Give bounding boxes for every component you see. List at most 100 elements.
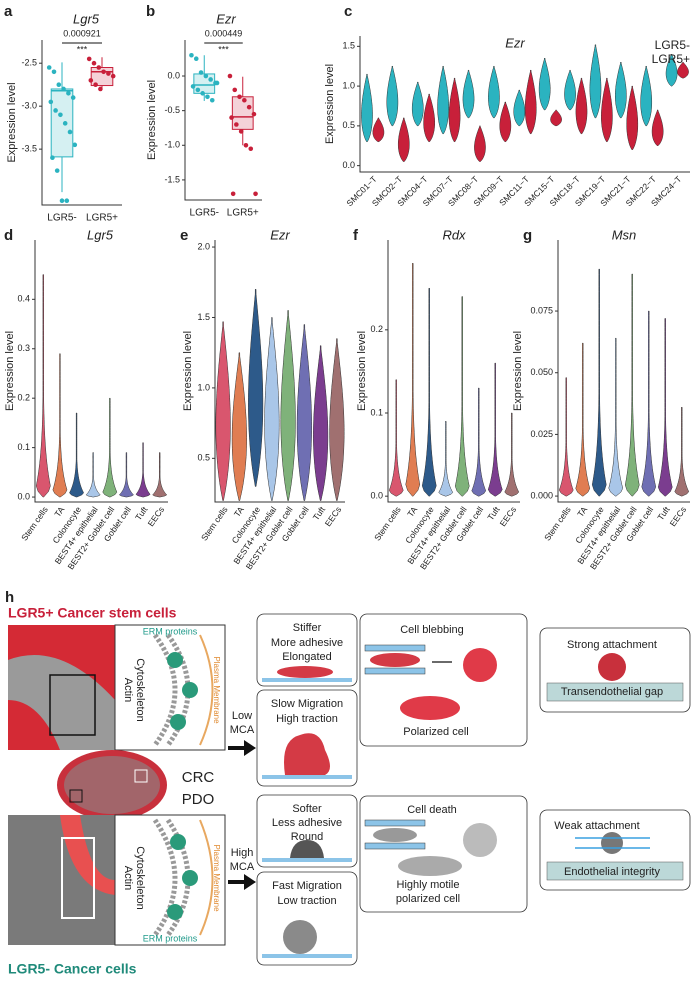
bottom-title: LGR5- Cancer cells — [8, 961, 137, 977]
zoom-box — [49, 674, 96, 736]
point — [64, 198, 70, 204]
point — [234, 122, 239, 127]
box-text: Highly motile — [397, 879, 460, 891]
point — [203, 73, 209, 79]
point — [243, 142, 249, 148]
y-tick-label: 0.4 — [17, 294, 30, 304]
point — [200, 91, 205, 96]
y-tick-label: 0.5 — [197, 453, 210, 463]
y-tick-label: 0.5 — [342, 120, 355, 130]
point — [54, 168, 60, 173]
membrane-label: Plasma Membrane — [212, 844, 221, 912]
violin — [69, 412, 84, 498]
point — [242, 97, 247, 103]
box-text: Stiffer — [293, 622, 322, 634]
x-tick-label: Stem cells — [372, 505, 403, 543]
axis — [214, 240, 345, 503]
violin — [405, 263, 421, 497]
organoid — [64, 756, 160, 814]
violin — [454, 296, 470, 497]
channel — [364, 842, 426, 850]
x-tick-label: LGR5- — [190, 208, 219, 219]
x-tick-label: LGR5+ — [86, 213, 118, 224]
point — [51, 69, 57, 75]
y-tick-label: 0.000 — [530, 490, 553, 500]
point — [98, 86, 103, 92]
y-tick-label: 0.1 — [370, 407, 383, 417]
point — [232, 87, 238, 93]
violin — [487, 362, 503, 497]
box-text: Low traction — [277, 895, 336, 907]
cell — [463, 823, 497, 857]
chart-title: Ezr — [270, 227, 290, 242]
panel-label: h — [5, 589, 14, 606]
violin — [641, 310, 657, 497]
point — [66, 90, 71, 96]
cell — [400, 696, 460, 720]
cell — [373, 828, 417, 842]
y-tick-label: -1.5 — [164, 174, 180, 184]
panel-label: b — [146, 3, 155, 20]
violin — [657, 318, 673, 497]
box-text: Elongated — [282, 651, 332, 663]
point — [59, 198, 65, 204]
y-tick-label: 1.0 — [342, 80, 355, 90]
point — [205, 94, 210, 100]
point — [46, 65, 52, 70]
erm — [170, 714, 186, 730]
point — [61, 86, 66, 92]
arrow — [228, 874, 256, 890]
violin — [626, 85, 639, 150]
channel — [364, 644, 426, 652]
y-axis-label: Expression level — [356, 331, 368, 411]
y-tick-label: 2.0 — [197, 241, 210, 251]
panel-label: a — [4, 3, 13, 20]
y-tick-label: 0.1 — [17, 442, 30, 452]
point — [96, 65, 102, 70]
violin — [575, 77, 588, 135]
x-tick-label: Stem cells — [199, 505, 230, 543]
chart-title: Ezr — [505, 35, 525, 50]
violin — [471, 387, 487, 497]
y-tick-label: 1.5 — [342, 41, 355, 51]
violin — [601, 77, 613, 143]
panel-label: e — [180, 227, 188, 244]
membrane-label: Plasma Membrane — [212, 656, 221, 724]
point — [93, 82, 98, 87]
chart-title: Rdx — [442, 227, 466, 242]
violin — [640, 65, 653, 127]
arrow — [228, 740, 256, 756]
box-text: More adhesive — [271, 637, 343, 649]
box-text: Strong attachment — [567, 639, 657, 651]
point — [56, 82, 62, 87]
point — [53, 108, 58, 113]
x-tick-label: LGR5+ — [227, 208, 259, 219]
actin-label: Actin — [122, 678, 134, 702]
violin — [437, 65, 449, 135]
box-text: Cell death — [407, 804, 457, 816]
erm-label: ERM proteins — [143, 626, 198, 636]
erm — [170, 834, 186, 850]
violin — [438, 421, 454, 497]
y-axis-label: Expression level — [324, 64, 336, 144]
zoom-box — [134, 769, 148, 783]
point — [88, 78, 94, 83]
x-tick-label: EECs — [498, 505, 519, 529]
violin — [651, 109, 664, 147]
y-tick-label: -3.5 — [21, 144, 37, 154]
point — [72, 142, 78, 148]
x-tick-label: Stem cells — [19, 505, 50, 543]
box-text: Polarized cell — [403, 726, 468, 738]
y-tick-label: 1.0 — [197, 382, 210, 392]
point — [193, 56, 199, 62]
cell — [398, 856, 462, 876]
x-tick-label: EECs — [323, 505, 344, 529]
box-text: Softer — [292, 803, 322, 815]
chart-title: Msn — [612, 227, 637, 242]
substrate — [262, 678, 352, 682]
axis — [359, 36, 690, 173]
phenotype-box — [256, 794, 358, 868]
endothelium — [546, 682, 684, 702]
substrate — [262, 858, 352, 862]
axis — [184, 40, 262, 201]
